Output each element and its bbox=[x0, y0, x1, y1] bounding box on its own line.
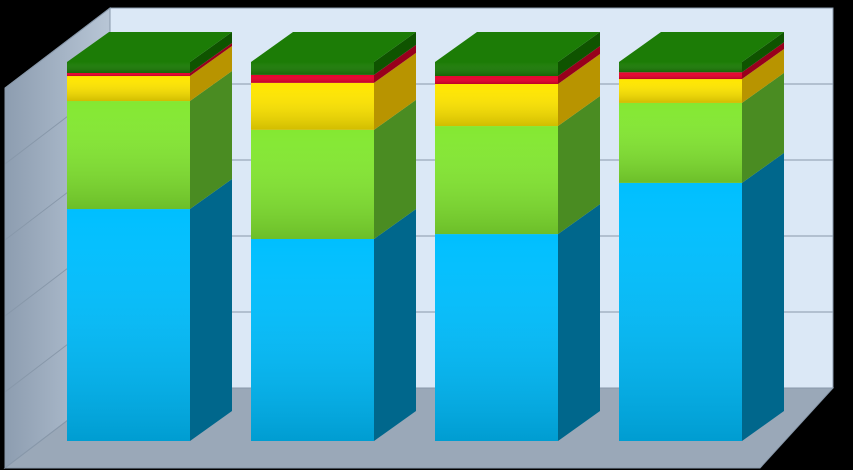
bar-segment bbox=[619, 32, 784, 73]
grid-line-side bbox=[4, 7, 111, 89]
bar-front-shade bbox=[251, 62, 374, 75]
bar-side bbox=[190, 71, 232, 210]
bar-segment bbox=[435, 53, 600, 127]
bar-front-shade bbox=[251, 238, 374, 441]
bar-side bbox=[558, 32, 600, 77]
bar-side bbox=[374, 99, 416, 239]
bar-front-shade bbox=[619, 102, 742, 183]
bar-side bbox=[374, 52, 416, 130]
bar-front-shade bbox=[435, 126, 558, 235]
bar-segment bbox=[619, 152, 784, 441]
bar-front-shade bbox=[435, 62, 558, 77]
bar-side bbox=[374, 32, 416, 75]
bar-side bbox=[190, 46, 232, 102]
bar-front-shade bbox=[67, 72, 190, 77]
bar-top bbox=[619, 32, 784, 62]
bar-segment bbox=[251, 32, 416, 75]
bar-front-shade bbox=[619, 79, 742, 103]
bar-top bbox=[67, 32, 232, 62]
bar-front-shade bbox=[67, 209, 190, 441]
bar-front-shade bbox=[251, 74, 374, 83]
bar-segment bbox=[67, 71, 232, 210]
bar-front-shade bbox=[435, 234, 558, 441]
bar-segment bbox=[435, 46, 600, 84]
bar-segment bbox=[67, 32, 232, 73]
bar-side bbox=[742, 32, 784, 73]
bar-segment bbox=[619, 49, 784, 103]
bar-front-shade bbox=[619, 72, 742, 80]
bar-side bbox=[190, 32, 232, 73]
bar-segment bbox=[67, 42, 232, 77]
bar-side bbox=[190, 179, 232, 441]
bar-front-shade bbox=[251, 82, 374, 130]
bar-front-shade bbox=[67, 101, 190, 210]
bar-side bbox=[374, 208, 416, 441]
bar-front-shade bbox=[67, 76, 190, 102]
bar-top bbox=[435, 32, 600, 62]
bar-segment bbox=[619, 42, 784, 80]
bar-front-shade bbox=[435, 76, 558, 84]
bar-side bbox=[742, 152, 784, 441]
bar-front-shade bbox=[619, 62, 742, 73]
bar-segment bbox=[67, 179, 232, 441]
bar-front-shade bbox=[619, 182, 742, 441]
bar-segment bbox=[435, 204, 600, 441]
bar-side bbox=[374, 44, 416, 83]
bar-side bbox=[742, 42, 784, 80]
bar-segment bbox=[435, 32, 600, 77]
bar-segment bbox=[619, 72, 784, 183]
bar-segment bbox=[251, 99, 416, 239]
bar-side bbox=[742, 72, 784, 183]
bar-segment bbox=[67, 46, 232, 102]
bar-top bbox=[251, 32, 416, 62]
bar-segment bbox=[435, 96, 600, 235]
bar-front-shade bbox=[251, 129, 374, 239]
bar-front-shade bbox=[435, 83, 558, 127]
bar-front-shade bbox=[67, 62, 190, 73]
bar-side bbox=[558, 46, 600, 84]
bar-side bbox=[558, 204, 600, 441]
bar-side bbox=[190, 42, 232, 77]
bar-segment bbox=[251, 208, 416, 441]
grid-line bbox=[4, 7, 833, 89]
bar-side bbox=[742, 49, 784, 103]
bar-side bbox=[558, 53, 600, 127]
bar-segment bbox=[251, 44, 416, 83]
bar-segment bbox=[251, 52, 416, 130]
bar-side bbox=[558, 96, 600, 235]
